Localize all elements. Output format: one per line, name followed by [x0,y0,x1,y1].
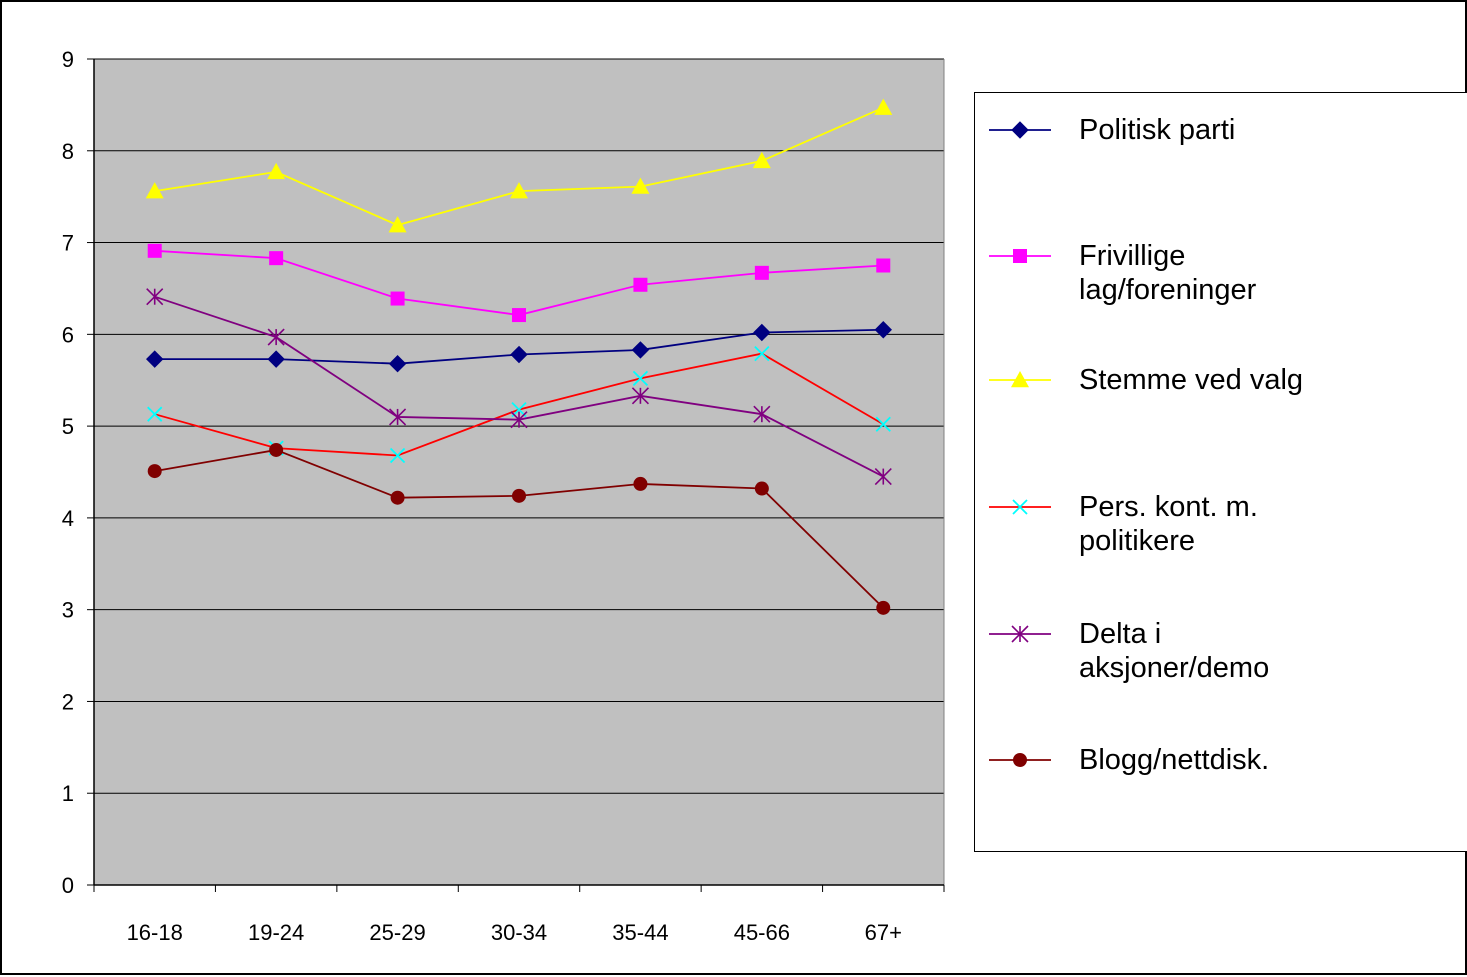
y-tick-label: 1 [62,781,74,806]
data-point [631,177,650,194]
legend-entry: Blogg/nettdisk. [975,743,1465,823]
data-point [754,345,770,362]
data-point [510,182,528,199]
series-1 [146,321,892,373]
gridlines [94,58,944,794]
legend-label: Pers. kont. m. politikere [1079,491,1258,557]
data-point [269,442,284,457]
data-point [147,464,162,479]
legend-entry: Politisk parti [975,113,1465,193]
data-point [754,265,769,280]
y-tick-label: 6 [62,322,74,347]
legend-swatch [989,371,1051,388]
data-point [388,216,407,233]
y-tick-label: 4 [62,506,74,531]
legend-marker [1012,499,1028,515]
data-point [267,350,285,368]
data-point [145,182,164,199]
data-point [632,370,649,387]
legend-swatch [989,625,1051,643]
series-2 [147,243,891,323]
data-point [874,98,893,115]
legend-label: Delta i aksjoner/demo [1079,618,1270,684]
data-point [753,323,771,342]
data-point [146,350,164,368]
legend-marker [1013,249,1027,263]
legend-marker [1011,121,1029,139]
data-point [267,162,286,180]
y-tick-label: 0 [62,873,74,898]
x-tick-label: 45-66 [734,920,790,945]
x-tick-label: 19-24 [248,920,304,945]
x-tick-label: 30-34 [491,920,547,945]
data-point [510,411,528,429]
legend-label: Blogg/nettdisk. [1079,744,1270,776]
legend-swatch [989,499,1051,515]
data-point [753,405,771,423]
legend-entry: Stemme ved valg [975,363,1465,443]
y-tick-label: 5 [62,414,74,439]
series-layer [145,98,893,615]
data-point [874,321,892,339]
y-tick-label: 8 [62,139,74,164]
y-tick-label: 7 [62,231,74,256]
series-6 [147,442,891,615]
y-tick-label: 2 [62,689,74,714]
x-tick-label: 67+ [865,920,902,945]
legend-entry: Frivillige lag/foreninger [975,239,1465,319]
data-point [389,408,407,426]
data-point [510,345,528,364]
legend: Politisk parti Frivillige lag/foreninger S… [974,92,1467,852]
data-point [876,258,891,273]
data-point [388,354,407,373]
data-point [876,600,891,615]
data-point [390,291,405,306]
data-point [512,308,526,323]
data-point [874,468,892,486]
data-point [267,328,285,346]
data-point [269,251,284,266]
data-point [631,387,649,405]
legend-entry: Delta i aksjoner/demo [975,617,1465,697]
data-point [631,341,650,359]
data-point [633,476,648,491]
series-5 [146,288,892,486]
data-point [147,243,162,258]
legend-entry: Pers. kont. m. politikere [975,490,1465,570]
legend-marker [1011,625,1029,643]
data-point [875,416,891,432]
data-point [512,488,526,503]
data-point [633,277,648,292]
legend-marker [1011,371,1029,388]
data-point [390,490,405,505]
axes [87,58,945,892]
legend-marker [1013,753,1027,767]
x-tick-label: 16-18 [127,920,183,945]
legend-swatch [989,121,1051,139]
y-tick-labels: 0 1 2 3 4 5 6 7 8 9 [62,47,74,898]
data-point [146,288,164,306]
data-point [147,406,163,422]
data-point [754,481,769,496]
y-tick-label: 9 [62,47,74,72]
legend-label: Politisk parti [1079,114,1236,146]
legend-label: Stemme ved valg [1079,364,1304,396]
legend-label: Frivillige lag/foreninger [1079,240,1257,306]
x-tick-labels: 16-18 19-24 25-29 30-34 35-44 45-66 67+ [127,920,902,945]
legend-swatch [989,753,1051,767]
x-tick-label: 35-44 [612,920,668,945]
y-tick-label: 3 [62,598,74,623]
series-3 [145,98,893,233]
data-point [389,447,406,464]
data-point [752,151,771,169]
legend-swatch [989,249,1051,263]
x-tick-label: 25-29 [369,920,425,945]
